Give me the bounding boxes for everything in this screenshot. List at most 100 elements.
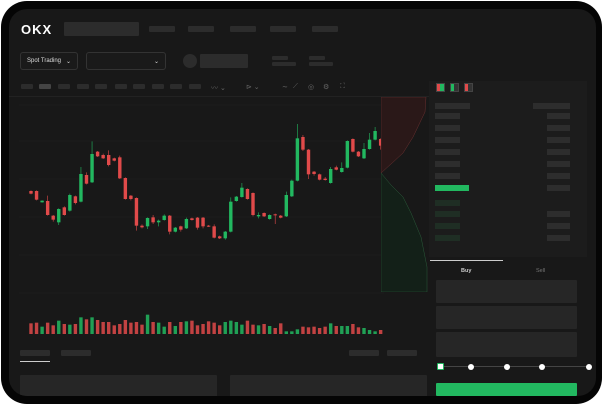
timeframe-button[interactable] (39, 84, 51, 89)
candle-body (129, 195, 133, 199)
assets-panel (20, 375, 217, 396)
candle-body (140, 225, 144, 228)
orderbook-both-icon[interactable] (436, 83, 445, 92)
volume-bar (151, 322, 155, 334)
candle-body (184, 219, 189, 229)
candle-body (201, 217, 205, 227)
volume-bar (356, 327, 361, 334)
nav-item[interactable] (230, 26, 256, 32)
tab-order-history[interactable] (61, 350, 91, 356)
camera-icon[interactable]: ◎ (308, 84, 315, 91)
candle-body (212, 226, 216, 238)
nav-item[interactable] (312, 26, 338, 32)
indicator-icon[interactable]: 〰 ⌄ (211, 85, 226, 92)
timeframe-button[interactable] (21, 84, 33, 89)
ask-size (547, 137, 570, 143)
settings-icon[interactable]: ⚙ (323, 84, 330, 91)
bid-size (547, 235, 570, 241)
candle-body (345, 141, 350, 168)
volume-bar (362, 328, 366, 334)
volume-bar (134, 322, 139, 334)
filter-button[interactable] (387, 350, 417, 356)
nav-item[interactable] (188, 26, 214, 32)
line-tool-icon[interactable]: ⊳ ⌄ (246, 84, 260, 91)
amount-input[interactable] (436, 306, 577, 329)
candle-body (179, 226, 183, 230)
total-input[interactable] (436, 332, 577, 357)
stat-label (272, 56, 288, 60)
chevron-down-icon: ⌄ (153, 58, 159, 65)
stat-label (309, 56, 325, 60)
slider-stop[interactable] (468, 364, 474, 370)
timeframe-button[interactable] (95, 84, 107, 89)
candle-body (190, 218, 194, 220)
volume-bar (201, 324, 205, 334)
ask-price (435, 161, 460, 167)
orderbook-header (435, 103, 470, 109)
nav-item[interactable] (149, 26, 175, 32)
candle-body (378, 139, 383, 146)
candle-body (329, 169, 333, 183)
volume-bar (57, 320, 61, 334)
candlestick-chart[interactable] (19, 95, 384, 335)
timeframe-button[interactable] (170, 84, 182, 89)
candle-body (123, 178, 128, 199)
volume-bar (323, 326, 327, 334)
timeframe-button[interactable] (115, 84, 127, 89)
volume-bar (279, 323, 283, 334)
orderbook-bids-icon[interactable] (450, 83, 459, 92)
tab-open-orders[interactable] (20, 350, 50, 356)
tab-buy[interactable]: Buy (461, 268, 472, 274)
timeframe-button[interactable] (152, 84, 164, 89)
candle-body (295, 138, 300, 181)
candle-body (156, 220, 161, 223)
timeframe-button[interactable] (77, 84, 89, 89)
fullscreen-icon[interactable]: ⛶ (340, 83, 345, 90)
candle-body (273, 214, 277, 216)
pair-selector[interactable]: ⌄ (86, 52, 166, 70)
volume-bar (317, 328, 322, 334)
slider-stop[interactable] (586, 364, 592, 370)
slider-handle[interactable] (437, 363, 444, 370)
nav-item[interactable] (270, 26, 296, 32)
price-input[interactable] (436, 280, 577, 303)
okx-logo[interactable]: OKX (21, 22, 53, 37)
volume-bar (223, 322, 227, 334)
slider-stop[interactable] (504, 364, 510, 370)
candle-body (256, 215, 261, 217)
volume-bar (62, 324, 66, 334)
timeframe-button[interactable] (189, 84, 201, 89)
tab-sell[interactable]: Sell (536, 268, 546, 274)
ruler-icon[interactable]: ⟋ (293, 83, 298, 90)
volume-bar (162, 326, 166, 334)
buy-button[interactable] (436, 383, 577, 396)
slider-stop[interactable] (539, 364, 545, 370)
bid-size (547, 223, 570, 229)
volume-bar (267, 326, 272, 334)
ask-price (435, 113, 460, 119)
volume-bar (240, 324, 244, 334)
filter-button[interactable] (349, 350, 379, 356)
coin-icon (183, 54, 197, 68)
orderbook-header (533, 103, 570, 109)
volume-bar (84, 319, 89, 334)
orderbook-asks-icon[interactable] (464, 83, 473, 92)
candle-body (107, 155, 111, 165)
volume-bar (123, 320, 128, 334)
pair-price (200, 54, 248, 68)
candle-body (57, 209, 61, 223)
wave-icon[interactable]: ∼ (282, 84, 288, 91)
volume-bar (168, 322, 172, 334)
ask-size (547, 149, 570, 155)
timeframe-button[interactable] (133, 84, 145, 89)
candle-body (301, 137, 305, 150)
bid-price (435, 223, 460, 229)
timeframe-button[interactable] (58, 84, 70, 89)
candle-body (95, 151, 100, 157)
leverage-slider-track[interactable] (439, 366, 589, 367)
candle-body (40, 200, 44, 203)
search-bar[interactable] (64, 22, 139, 36)
candle-body (267, 215, 272, 219)
market-selector[interactable]: Spot Trading ⌄ (20, 52, 78, 70)
